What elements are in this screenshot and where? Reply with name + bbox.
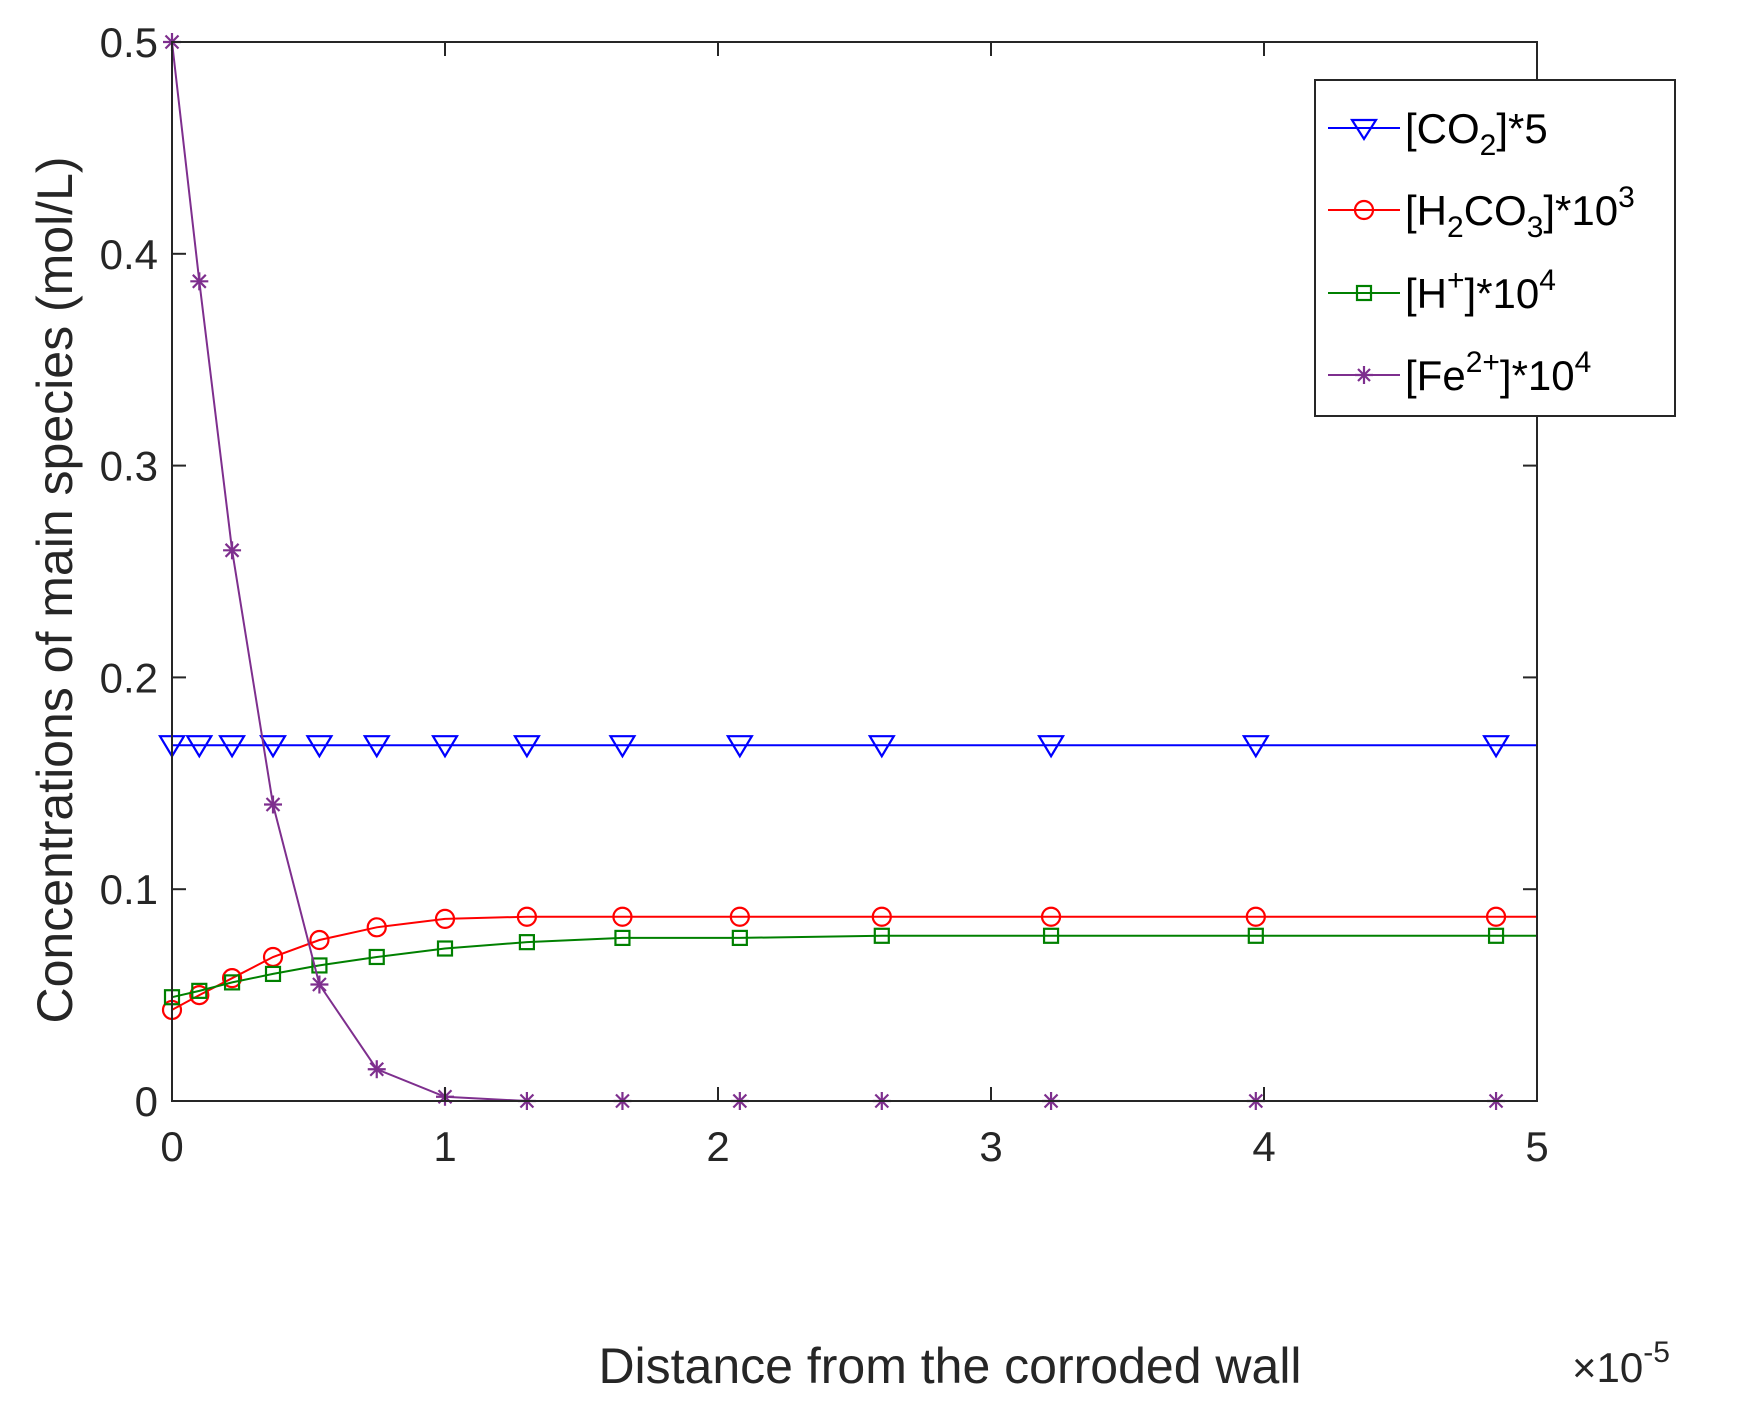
y-tick-label: 0.2 <box>100 654 158 701</box>
data-point-h-plus <box>731 929 748 947</box>
y-axis-title: Concentrations of main species (mol/L) <box>27 156 83 1023</box>
data-point-co2 <box>1482 735 1510 759</box>
series-co2 <box>158 735 1537 759</box>
legend-entry-h-plus: [H+]*104 <box>1328 264 1556 317</box>
series-h2co3 <box>161 906 1537 1021</box>
data-point-co2 <box>431 735 459 759</box>
legend-marker-h2co3 <box>1353 199 1375 221</box>
x-tick-label: 5 <box>1525 1123 1548 1170</box>
data-point-fe <box>310 975 329 994</box>
data-point-h-plus <box>191 982 208 999</box>
y-tick-label: 0.3 <box>100 443 158 490</box>
data-point-fe <box>190 272 209 291</box>
x-exponent-label: ×10-5 <box>1572 1336 1670 1391</box>
series-line-h2co3 <box>171 915 1537 1011</box>
data-point-co2 <box>725 735 754 759</box>
data-point-fe <box>367 1060 386 1079</box>
data-point-co2 <box>259 735 287 759</box>
x-tick-label: 2 <box>706 1123 729 1170</box>
y-tick-label: 0.1 <box>100 866 158 913</box>
data-point-h2co3 <box>1040 906 1062 927</box>
axes-box <box>171 41 1538 1102</box>
x-tick-label: 0 <box>160 1123 183 1170</box>
data-point-h2co3 <box>1245 906 1266 927</box>
x-tick-label: 4 <box>1252 1123 1275 1170</box>
x-exponent-power: -5 <box>1643 1336 1670 1369</box>
legend-box <box>1314 79 1676 417</box>
data-point-h-plus <box>1247 927 1264 944</box>
data-point-co2 <box>1241 735 1270 759</box>
data-point-fe <box>223 541 242 560</box>
axes-layer: 0 1 2 3 4 5 0 0.1 0.2 0.3 0.4 0.5 <box>100 19 1549 1170</box>
x-exponent-base: ×10 <box>1572 1344 1643 1391</box>
legend-marker-co2 <box>1350 118 1378 142</box>
legend-label-fe: [Fe2+]*104 <box>1405 346 1591 399</box>
data-point-co2 <box>512 735 541 759</box>
y-tick-label: 0.5 <box>100 19 158 66</box>
legend-marker-h-plus <box>1355 284 1373 302</box>
series-line-h-plus <box>171 934 1537 999</box>
data-point-h-plus <box>368 948 385 966</box>
data-point-co2 <box>867 735 896 759</box>
x-tick-label: 3 <box>979 1123 1002 1170</box>
x-axis-title: Distance from the corroded wall <box>598 1338 1301 1394</box>
legend: [CO2]*5 [H2CO3]*103 [H+]*104 <box>1314 79 1676 417</box>
data-point-h-plus <box>1042 927 1060 944</box>
data-point-h-plus <box>311 957 328 974</box>
data-point-co2 <box>1037 735 1066 759</box>
data-point-h-plus <box>436 940 454 957</box>
data-point-h2co3 <box>871 906 892 927</box>
series-h-plus <box>163 927 1537 1006</box>
data-point-h-plus <box>614 929 631 947</box>
data-point-fe <box>264 795 283 814</box>
y-tick-label: 0 <box>135 1078 158 1125</box>
data-point-h2co3 <box>1485 906 1507 927</box>
data-point-h-plus <box>1487 927 1505 944</box>
data-point-h-plus <box>518 934 536 951</box>
data-point-h2co3 <box>612 906 633 927</box>
data-point-h-plus <box>264 965 282 983</box>
legend-label-h2co3: [H2CO3]*103 <box>1405 181 1635 244</box>
data-point-h2co3 <box>516 906 538 927</box>
data-point-h-plus <box>223 974 241 991</box>
data-point-co2 <box>608 735 637 759</box>
data-point-h2co3 <box>434 908 456 929</box>
data-point-h-plus <box>873 927 890 944</box>
data-point-h2co3 <box>309 929 330 951</box>
legend-label-co2: [CO2]*5 <box>1405 105 1548 162</box>
data-point-co2 <box>185 735 214 759</box>
legend-entry-fe: [Fe2+]*104 <box>1328 346 1591 399</box>
legend-label-h-plus: [H+]*104 <box>1405 264 1556 317</box>
y-tick-label: 0.4 <box>100 231 158 278</box>
data-point-h2co3 <box>366 917 387 938</box>
legend-marker-fe <box>1355 366 1373 384</box>
data-point-co2 <box>362 735 391 759</box>
data-point-h2co3 <box>189 984 210 1006</box>
data-point-h2co3 <box>221 968 243 989</box>
data-point-co2 <box>305 735 334 759</box>
data-point-co2 <box>218 735 247 759</box>
legend-entry-h2co3: [H2CO3]*103 <box>1328 181 1635 244</box>
data-point-h2co3 <box>729 906 750 927</box>
legend-entry-co2: [CO2]*5 <box>1328 105 1548 162</box>
x-tick-label: 1 <box>433 1123 456 1170</box>
